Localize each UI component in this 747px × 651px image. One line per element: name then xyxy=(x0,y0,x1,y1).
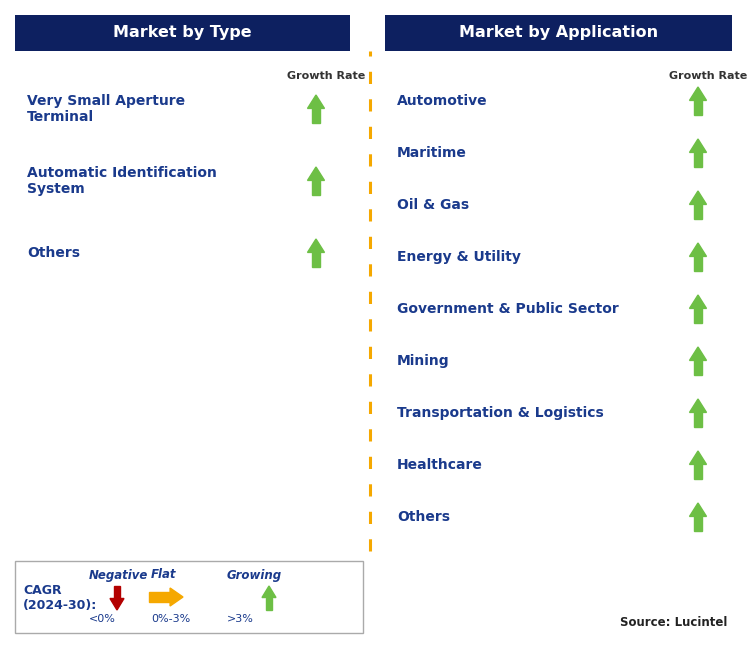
Polygon shape xyxy=(308,95,324,109)
Text: Negative: Negative xyxy=(89,568,149,581)
Bar xyxy=(15,15,350,51)
Text: Maritime: Maritime xyxy=(397,146,467,160)
Text: Very Small Aperture
Terminal: Very Small Aperture Terminal xyxy=(27,94,185,124)
Polygon shape xyxy=(695,464,701,479)
Polygon shape xyxy=(689,503,707,516)
Polygon shape xyxy=(308,239,324,253)
Text: Government & Public Sector: Government & Public Sector xyxy=(397,302,619,316)
Text: Automotive: Automotive xyxy=(397,94,488,108)
Text: Oil & Gas: Oil & Gas xyxy=(397,198,469,212)
Polygon shape xyxy=(689,347,707,361)
Polygon shape xyxy=(689,191,707,204)
Text: Source: Lucintel: Source: Lucintel xyxy=(619,616,727,629)
Polygon shape xyxy=(114,586,120,598)
Polygon shape xyxy=(689,87,707,100)
Text: CAGR: CAGR xyxy=(23,585,61,598)
FancyBboxPatch shape xyxy=(15,561,363,633)
Polygon shape xyxy=(689,451,707,464)
Text: Energy & Utility: Energy & Utility xyxy=(397,250,521,264)
Polygon shape xyxy=(149,592,170,602)
Polygon shape xyxy=(695,361,701,375)
Text: Growth Rate: Growth Rate xyxy=(287,71,365,81)
Polygon shape xyxy=(695,152,701,167)
Polygon shape xyxy=(308,167,324,180)
Text: Market by Type: Market by Type xyxy=(114,25,252,40)
Text: Healthcare: Healthcare xyxy=(397,458,483,472)
Text: Growth Rate: Growth Rate xyxy=(669,71,747,81)
Polygon shape xyxy=(262,586,276,598)
Text: Others: Others xyxy=(27,246,80,260)
Polygon shape xyxy=(695,516,701,531)
Text: 0%-3%: 0%-3% xyxy=(151,614,190,624)
Polygon shape xyxy=(312,180,320,195)
Text: (2024-30):: (2024-30): xyxy=(23,598,97,611)
Polygon shape xyxy=(689,139,707,152)
Polygon shape xyxy=(689,399,707,413)
Polygon shape xyxy=(695,100,701,115)
Text: Mining: Mining xyxy=(397,354,450,368)
Text: Others: Others xyxy=(397,510,450,524)
Polygon shape xyxy=(695,204,701,219)
Polygon shape xyxy=(695,256,701,271)
Polygon shape xyxy=(695,413,701,427)
Polygon shape xyxy=(266,598,272,610)
Text: >3%: >3% xyxy=(227,614,254,624)
Text: Flat: Flat xyxy=(151,568,176,581)
Polygon shape xyxy=(689,295,707,309)
Polygon shape xyxy=(689,243,707,256)
Polygon shape xyxy=(695,309,701,323)
Bar xyxy=(385,15,732,51)
Polygon shape xyxy=(110,598,124,610)
Polygon shape xyxy=(312,253,320,267)
Text: <0%: <0% xyxy=(89,614,116,624)
Text: Automatic Identification
System: Automatic Identification System xyxy=(27,166,217,196)
Polygon shape xyxy=(312,109,320,123)
Text: Market by Application: Market by Application xyxy=(459,25,658,40)
Text: Transportation & Logistics: Transportation & Logistics xyxy=(397,406,604,420)
Text: Growing: Growing xyxy=(227,568,282,581)
Polygon shape xyxy=(170,588,183,606)
